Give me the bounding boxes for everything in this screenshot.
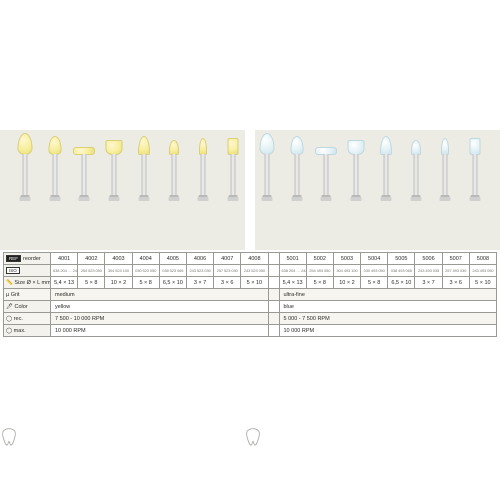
polisher-tool [131, 131, 157, 251]
polisher-tip [259, 133, 274, 155]
polisher-shaft [82, 154, 87, 196]
polisher-tip [169, 140, 179, 155]
polisher-tip [17, 133, 32, 155]
tools-yellow [10, 126, 248, 251]
polisher-shaft [264, 154, 269, 196]
polisher-tip [380, 136, 392, 155]
polisher-shaft [354, 154, 359, 196]
polisher-tip [228, 138, 239, 155]
polisher-tool [71, 131, 97, 251]
polisher-shaft [171, 154, 176, 196]
polisher-tool [190, 131, 216, 251]
polisher-shaft [294, 154, 299, 196]
polisher-shaft [52, 154, 57, 196]
polisher-tool [101, 131, 127, 251]
polisher-shaft [473, 154, 478, 196]
polisher-tool [220, 131, 246, 251]
polisher-shaft [22, 154, 27, 196]
polisher-tip [106, 140, 123, 155]
polisher-shaft [141, 154, 146, 196]
tooth-icon [244, 428, 262, 446]
polisher-tool [284, 131, 310, 251]
polisher-shaft [383, 154, 388, 196]
polisher-tool [432, 131, 458, 251]
polisher-tip [199, 138, 207, 155]
polisher-tool [462, 131, 488, 251]
polisher-shaft [324, 154, 329, 196]
polisher-tip [470, 138, 481, 155]
polisher-shaft [413, 154, 418, 196]
spec-table: REFreorder400140024003400440054006400740… [3, 252, 497, 337]
polisher-tool [254, 131, 280, 251]
polisher-tip [441, 138, 449, 155]
tooth-icon [0, 428, 18, 446]
polisher-tool [403, 131, 429, 251]
polisher-shaft [201, 154, 206, 196]
polisher-shaft [443, 154, 448, 196]
tools-blue [252, 126, 490, 251]
polisher-tip [290, 136, 303, 155]
polisher-tip [411, 140, 421, 155]
polisher-tool [42, 131, 68, 251]
polisher-tip [138, 136, 150, 155]
polisher-shaft [231, 154, 236, 196]
polisher-tool [313, 131, 339, 251]
polisher-tool [343, 131, 369, 251]
polisher-tool [12, 131, 38, 251]
polisher-tip [348, 140, 365, 155]
polisher-shaft [112, 154, 117, 196]
polisher-tool [373, 131, 399, 251]
polisher-tip [48, 136, 61, 155]
polisher-tool [161, 131, 187, 251]
